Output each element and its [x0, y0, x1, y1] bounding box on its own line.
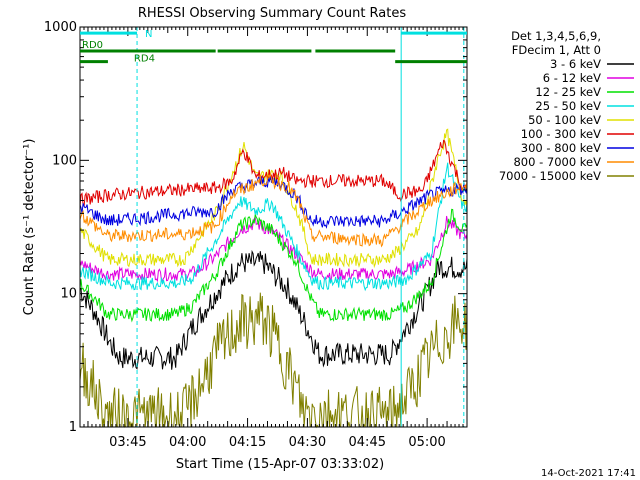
- y-tick-label: 100: [52, 153, 77, 168]
- legend-entry: 800 - 7000 keV: [513, 155, 601, 169]
- flag-label: N: [145, 29, 152, 40]
- legend-entry: 300 - 800 keV: [521, 141, 601, 155]
- x-axis: 03:45 04:00 04:15 04:30 04:45 05:00: [79, 27, 468, 450]
- legend-entry: 100 - 300 keV: [521, 127, 601, 141]
- series-line: [79, 208, 468, 323]
- status-flags: N RD0 RD4: [80, 29, 467, 65]
- y-tick-label: 10: [60, 287, 77, 302]
- series-line: [79, 162, 468, 292]
- x-tick-label: 05:00: [408, 435, 445, 450]
- y-tick-label: 1000: [44, 20, 77, 35]
- legend-entry: 25 - 50 keV: [535, 99, 601, 113]
- x-tick-label: 04:45: [349, 435, 386, 450]
- legend-entry: 6 - 12 keV: [543, 71, 601, 85]
- flag-label: RD4: [134, 54, 155, 65]
- series-line: [80, 249, 468, 370]
- footer-date: 14-Oct-2021 17:41: [541, 468, 636, 479]
- legend: Det 1,3,4,5,6,9,FDecim 1, Att 03 - 6 keV…: [499, 29, 634, 183]
- series-line: [79, 172, 468, 248]
- series-line: [79, 292, 468, 429]
- legend-header: FDecim 1, Att 0: [512, 43, 601, 57]
- legend-header: Det 1,3,4,5,6,9,: [511, 29, 601, 43]
- flag-label: RD0: [82, 40, 103, 51]
- x-tick-label: 04:30: [289, 435, 326, 450]
- x-axis-label: Start Time (15-Apr-07 03:33:02): [176, 457, 384, 472]
- legend-entry: 3 - 6 keV: [550, 57, 601, 71]
- x-tick-label: 03:45: [109, 435, 146, 450]
- plot-frame: [79, 26, 468, 428]
- legend-entry: 12 - 25 keV: [535, 85, 601, 99]
- legend-entry: 7000 - 15000 keV: [499, 169, 601, 183]
- y-axis-label: Count Rate (s⁻¹ detector⁻¹): [22, 139, 37, 316]
- legend-entry: 50 - 100 keV: [528, 113, 601, 127]
- x-tick-label: 04:15: [229, 435, 266, 450]
- y-tick-label: 1: [69, 420, 77, 435]
- y-axis: 1 10 100 1000: [44, 20, 467, 435]
- x-tick-label: 04:00: [169, 435, 206, 450]
- series-line: [79, 139, 468, 208]
- chart-title: RHESSI Observing Summary Count Rates: [138, 6, 407, 21]
